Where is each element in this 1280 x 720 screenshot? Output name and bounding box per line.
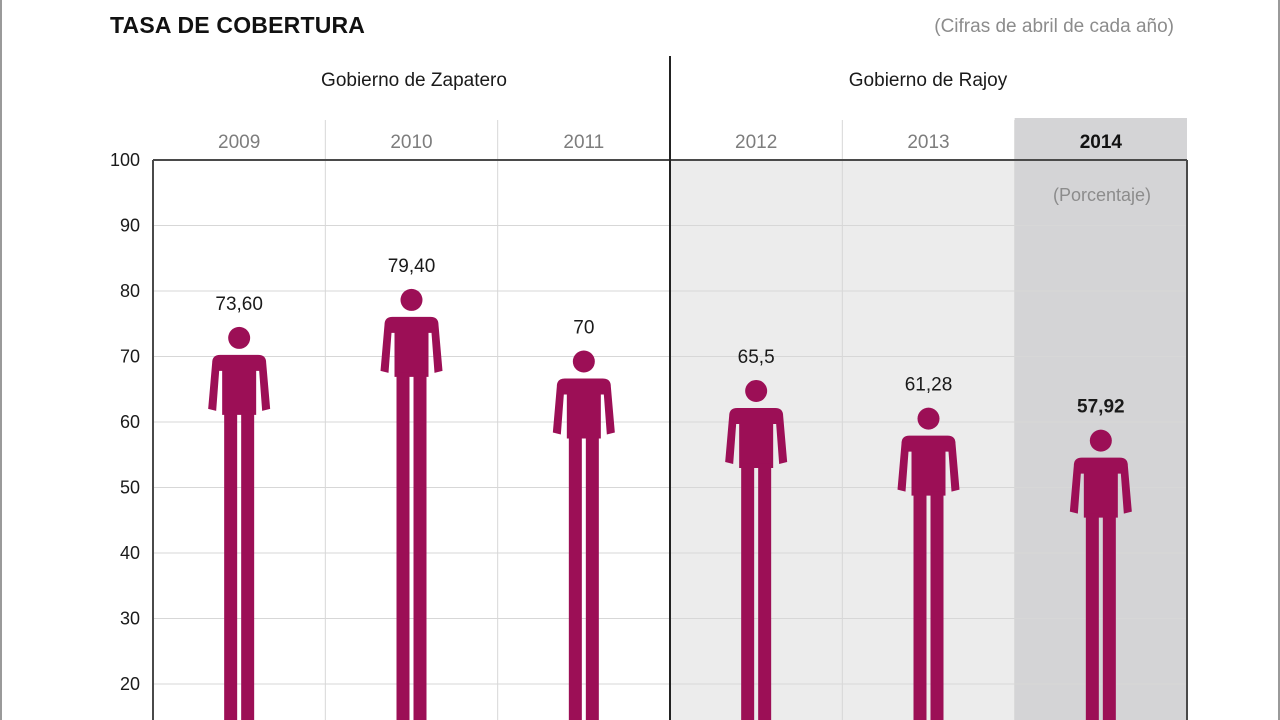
y-tick-label: 40 (120, 543, 140, 563)
y-tick-label: 60 (120, 412, 140, 432)
person-right-leg (241, 410, 255, 720)
year-label-2011: 2011 (563, 132, 604, 153)
year-label-2013: 2013 (907, 132, 949, 153)
value-label-2010: 79,40 (388, 256, 436, 277)
person-left-leg (396, 372, 410, 720)
person-head (745, 379, 768, 402)
person-right-leg (585, 434, 599, 720)
value-label-2012: 65,5 (738, 347, 775, 368)
person-icon-2014 (1069, 429, 1132, 720)
y-tick-label: 20 (120, 674, 140, 694)
person-right-leg (1102, 513, 1116, 720)
person-torso (725, 407, 788, 468)
person-icon-2011 (552, 350, 615, 720)
person-left-leg (224, 410, 238, 720)
label-layer: Gobierno de Zapatero Gobierno de Rajoy (… (110, 70, 1151, 694)
person-torso (380, 316, 443, 377)
person-head (228, 326, 251, 349)
person-head (572, 350, 595, 373)
chart-subtitle: (Cifras de abril de cada año) (934, 16, 1174, 37)
person-torso (208, 354, 271, 415)
person-icon-2010 (380, 288, 443, 720)
person-torso (552, 378, 615, 439)
year-label-2009: 2009 (218, 132, 260, 153)
person-head (1089, 429, 1112, 452)
unit-note: (Porcentaje) (1053, 185, 1151, 205)
y-tick-label: 50 (120, 478, 140, 498)
frame-border-left (0, 0, 2, 720)
value-label-2009: 73,60 (215, 294, 263, 315)
person-left-leg (913, 491, 927, 720)
chart-title: TASA DE COBERTURA (110, 12, 366, 38)
value-label-2013: 61,28 (905, 375, 953, 396)
person-icon-2013 (897, 407, 960, 720)
person-left-leg (741, 463, 755, 720)
person-head (400, 288, 423, 311)
year-label-2012: 2012 (735, 132, 777, 153)
year-label-2014: 2014 (1080, 132, 1123, 153)
y-tick-label: 80 (120, 281, 140, 301)
y-tick-label: 90 (120, 216, 140, 236)
person-icon-2012 (725, 379, 788, 720)
highlight-column-background (1014, 118, 1187, 720)
marks-layer (208, 288, 1132, 720)
group-label-zapatero: Gobierno de Zapatero (321, 70, 507, 91)
person-right-leg (758, 463, 772, 720)
group-label-rajoy: Gobierno de Rajoy (849, 70, 1008, 91)
year-label-2010: 2010 (390, 132, 432, 153)
person-right-leg (930, 491, 944, 720)
person-left-leg (568, 434, 582, 720)
person-icon-2009 (208, 326, 271, 720)
y-tick-label: 70 (120, 347, 140, 367)
y-tick-label: 30 (120, 609, 140, 629)
value-label-2011: 70 (573, 318, 594, 339)
y-tick-label: 100 (110, 150, 140, 170)
person-torso (897, 435, 960, 496)
axis-layer (152, 56, 1188, 720)
person-head (917, 407, 940, 430)
value-label-2014: 57,92 (1077, 397, 1125, 418)
frame-border-right (1278, 0, 1280, 720)
person-right-leg (413, 372, 427, 720)
person-left-leg (1085, 513, 1099, 720)
person-torso (1069, 457, 1132, 518)
